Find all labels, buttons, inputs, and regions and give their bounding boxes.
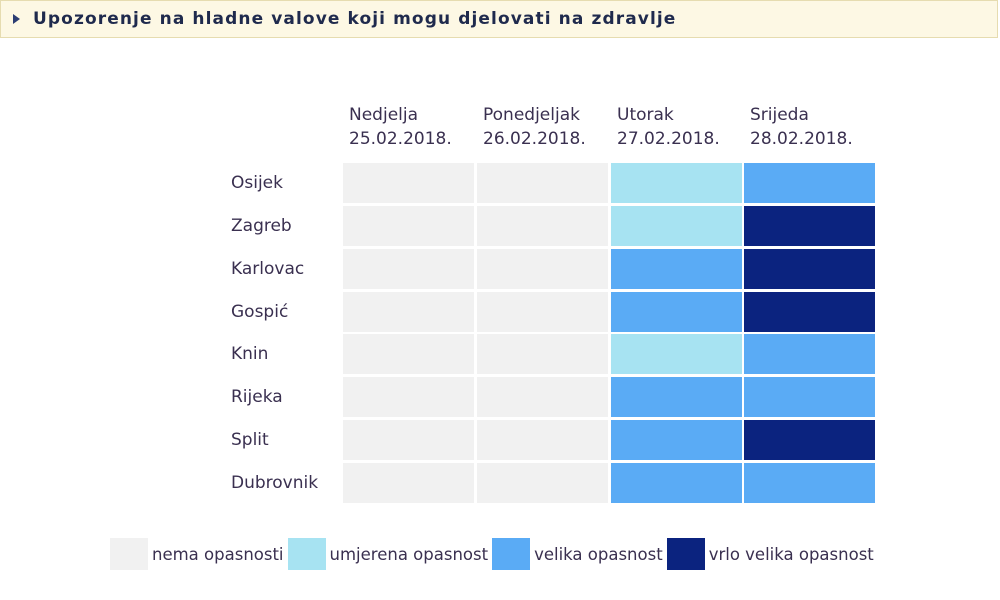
page-title: Upozorenje na hladne valove koji mogu dj… bbox=[33, 9, 677, 29]
legend: nema opasnosti umjerena opasnost velika … bbox=[110, 538, 878, 570]
legend-swatch-very-high bbox=[666, 538, 705, 570]
city-label: Gospić bbox=[231, 302, 289, 322]
warning-cell bbox=[477, 163, 608, 203]
warning-cell bbox=[744, 420, 875, 460]
day-name: Nedjelja bbox=[349, 105, 419, 125]
warning-cell bbox=[343, 249, 474, 289]
legend-label-very-high: vrlo velika opasnost bbox=[708, 544, 874, 564]
warning-cell bbox=[611, 420, 742, 460]
warning-cell bbox=[611, 206, 742, 246]
legend-swatch-none bbox=[110, 538, 148, 570]
warning-cell bbox=[343, 292, 474, 332]
day-date: 28.02.2018. bbox=[750, 129, 853, 149]
warning-cell bbox=[744, 163, 875, 203]
day-name: Utorak bbox=[617, 105, 674, 125]
legend-swatch-high bbox=[492, 538, 531, 570]
city-label: Zagreb bbox=[231, 216, 292, 236]
legend-label-none: nema opasnosti bbox=[152, 544, 284, 564]
day-header: Utorak 27.02.2018. bbox=[617, 103, 751, 151]
legend-swatch-moderate bbox=[287, 538, 326, 570]
warning-cell bbox=[477, 292, 608, 332]
expand-arrow-icon[interactable] bbox=[13, 14, 20, 24]
warning-cell bbox=[744, 377, 875, 417]
warning-cell bbox=[611, 334, 742, 374]
warning-cell bbox=[611, 292, 742, 332]
warning-cell bbox=[477, 206, 608, 246]
day-header: Srijeda 28.02.2018. bbox=[750, 103, 884, 151]
city-label: Rijeka bbox=[231, 387, 283, 407]
day-name: Srijeda bbox=[750, 105, 809, 125]
warning-cell bbox=[611, 463, 742, 503]
legend-label-moderate: umjerena opasnost bbox=[329, 544, 489, 564]
warning-cell bbox=[744, 463, 875, 503]
day-header: Nedjelja 25.02.2018. bbox=[349, 103, 483, 151]
warning-cell bbox=[611, 163, 742, 203]
warning-cell bbox=[744, 334, 875, 374]
legend-item-very-high: vrlo velika opasnost bbox=[666, 538, 874, 570]
city-label: Dubrovnik bbox=[231, 473, 319, 493]
header-bar[interactable]: Upozorenje na hladne valove koji mogu dj… bbox=[0, 0, 998, 38]
city-label: Osijek bbox=[231, 173, 283, 193]
warning-cell bbox=[611, 249, 742, 289]
warning-cell bbox=[477, 420, 608, 460]
warning-cell bbox=[744, 292, 875, 332]
legend-item-moderate: umjerena opasnost bbox=[287, 538, 489, 570]
legend-item-none: nema opasnosti bbox=[110, 538, 284, 570]
warning-cell bbox=[611, 377, 742, 417]
warning-cell bbox=[744, 206, 875, 246]
day-date: 27.02.2018. bbox=[617, 129, 720, 149]
legend-item-high: velika opasnost bbox=[492, 538, 663, 570]
city-label: Split bbox=[231, 430, 269, 450]
warning-cell bbox=[343, 163, 474, 203]
warning-cell bbox=[477, 249, 608, 289]
legend-label-high: velika opasnost bbox=[534, 544, 663, 564]
day-date: 26.02.2018. bbox=[483, 129, 586, 149]
warning-cell bbox=[477, 463, 608, 503]
warning-cell bbox=[343, 334, 474, 374]
warning-cell bbox=[477, 334, 608, 374]
warning-cell bbox=[343, 206, 474, 246]
city-label: Karlovac bbox=[231, 259, 305, 279]
warning-cell bbox=[477, 377, 608, 417]
warning-cell bbox=[343, 377, 474, 417]
day-name: Ponedjeljak bbox=[483, 105, 580, 125]
warning-cell bbox=[343, 463, 474, 503]
warning-cell bbox=[343, 420, 474, 460]
day-date: 25.02.2018. bbox=[349, 129, 452, 149]
warning-cell bbox=[744, 249, 875, 289]
city-label: Knin bbox=[231, 344, 269, 364]
day-header: Ponedjeljak 26.02.2018. bbox=[483, 103, 617, 151]
